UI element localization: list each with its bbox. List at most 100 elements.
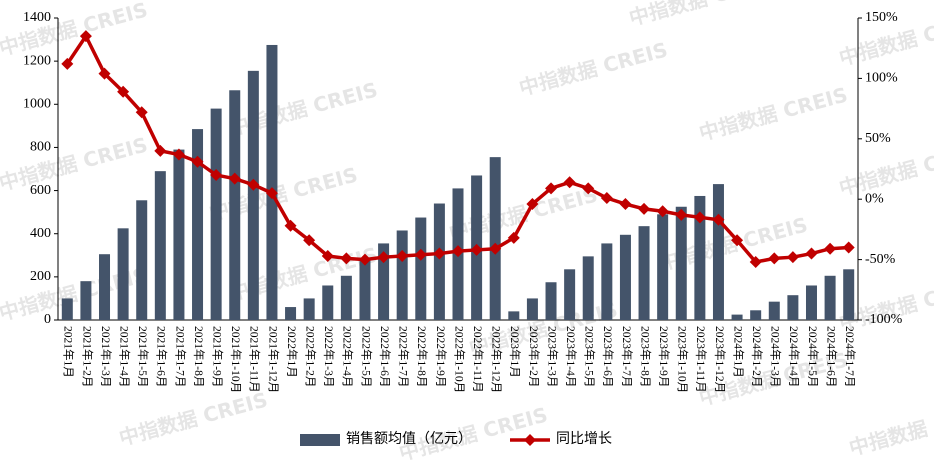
- x-tick-label: 2022年1-8月: [415, 326, 429, 387]
- bar: [340, 275, 352, 320]
- bar: [638, 226, 650, 320]
- legend-swatch: [524, 434, 536, 446]
- line-marker: [191, 155, 204, 168]
- bar: [229, 90, 241, 320]
- bar: [415, 217, 427, 320]
- bar: [322, 285, 334, 320]
- x-tick-label: 2024年1-4月: [787, 326, 801, 387]
- bar: [210, 108, 222, 320]
- line-marker: [433, 247, 446, 260]
- x-tick-label: 2024年1-2月: [750, 326, 764, 387]
- y2-tick-label: -100%: [865, 312, 903, 327]
- y-tick-label: 1000: [23, 97, 51, 112]
- bar: [192, 129, 204, 320]
- x-tick-label: 2021年1-7月: [173, 326, 187, 387]
- y2-tick-label: 0%: [865, 191, 884, 206]
- bar: [582, 256, 594, 320]
- watermark: 中指数据 CREIS: [837, 137, 934, 200]
- line-marker: [61, 57, 74, 70]
- x-tick-label: 2021年1月: [62, 326, 76, 378]
- x-tick-label: 2021年1-9月: [210, 326, 224, 387]
- x-tick-label: 2021年1-10月: [229, 326, 243, 393]
- x-tick-label: 2023年1-5月: [583, 326, 597, 387]
- x-tick-label: 2022年1-10月: [452, 326, 466, 393]
- bar: [731, 314, 743, 320]
- bar: [61, 298, 73, 320]
- x-tick-label: 2023年1-10月: [676, 326, 690, 393]
- line-marker: [824, 242, 837, 255]
- x-tick-label: 2023年1-8月: [638, 326, 652, 387]
- x-tick-label: 2021年1-12月: [266, 326, 280, 393]
- x-tick-label: 2021年1-3月: [99, 326, 113, 387]
- x-tick-label: 2024年1-5月: [806, 326, 820, 387]
- x-tick-label: 2022年1-3月: [322, 326, 336, 387]
- bar: [136, 200, 148, 320]
- line-marker: [582, 182, 595, 195]
- x-tick-label: 2021年1-6月: [155, 326, 169, 387]
- legend-label: 销售额均值（亿元）: [346, 431, 472, 447]
- bar: [694, 195, 706, 320]
- line-marker: [526, 198, 539, 211]
- bar: [378, 243, 390, 320]
- line-marker: [675, 208, 688, 221]
- line-marker: [117, 85, 130, 98]
- legend-label: 同比增长: [556, 431, 612, 447]
- bar: [843, 269, 855, 320]
- bar: [824, 275, 836, 320]
- x-tick-label: 2023年1-4月: [564, 326, 578, 387]
- watermark: 中指数据 CREIS: [697, 82, 851, 145]
- x-tick-label: 2023年1-7月: [620, 326, 634, 387]
- line-marker: [452, 245, 464, 258]
- bar: [396, 230, 408, 320]
- watermark: 中指数据 CREIS: [847, 397, 934, 460]
- line-marker: [731, 234, 744, 247]
- line-marker: [545, 182, 558, 195]
- line-marker: [210, 169, 223, 182]
- watermark: 中指数据 CREIS: [627, 0, 781, 30]
- bar: [508, 311, 520, 320]
- line-marker: [321, 249, 334, 262]
- y-tick-label: 200: [30, 269, 51, 284]
- line-marker: [340, 252, 353, 265]
- y2-tick-label: -50%: [865, 252, 896, 267]
- bar: [750, 310, 762, 320]
- x-tick-label: 2022年1-9月: [434, 326, 448, 387]
- x-tick-label: 2022年1-6月: [378, 326, 392, 387]
- bar: [657, 214, 669, 320]
- x-tick-label: 2024年1-3月: [769, 326, 783, 387]
- x-tick-label: 2024年1-7月: [843, 326, 857, 387]
- x-tick-label: 2021年1-4月: [117, 326, 131, 387]
- x-tick-label: 2022年1-5月: [359, 326, 373, 387]
- x-tick-label: 2024年1-6月: [824, 326, 838, 387]
- x-tick-label: 2023年1-9月: [657, 326, 671, 387]
- line-marker: [79, 30, 92, 43]
- watermark: 中指数据 CREIS: [467, 297, 621, 360]
- x-tick-label: 2021年1-8月: [192, 326, 206, 387]
- watermark: 中指数据 CREIS: [517, 37, 671, 100]
- legend-swatch: [300, 434, 340, 446]
- bar: [303, 298, 315, 320]
- x-tick-label: 2023年1-11月: [694, 326, 708, 393]
- bar: [787, 295, 799, 320]
- y-tick-label: 1200: [23, 53, 51, 68]
- x-tick-label: 2023年1月: [508, 326, 522, 378]
- line-marker: [768, 252, 781, 265]
- line-marker: [247, 178, 260, 191]
- y-tick-label: 0: [44, 312, 51, 327]
- y-tick-label: 800: [30, 140, 51, 155]
- bar: [564, 269, 576, 320]
- x-tick-label: 2022年1月: [285, 326, 299, 378]
- bar: [117, 228, 129, 320]
- bar: [80, 281, 92, 320]
- x-tick-label: 2022年1-7月: [397, 326, 411, 387]
- bar: [359, 258, 371, 320]
- watermark: 中指数据 CREIS: [447, 182, 601, 245]
- x-tick-label: 2022年1-12月: [490, 326, 504, 393]
- line-marker: [786, 251, 799, 264]
- watermark: 中指数据 CREIS: [0, 132, 150, 195]
- line-marker: [693, 211, 706, 224]
- x-tick-label: 2024年1月: [731, 326, 745, 378]
- line-marker: [98, 67, 111, 80]
- bar: [601, 243, 613, 320]
